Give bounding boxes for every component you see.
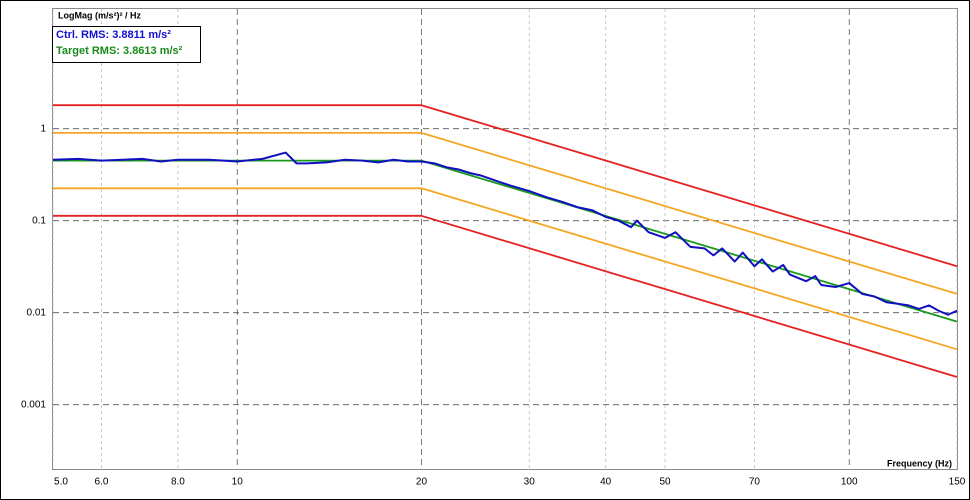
y-tick-label: 0.01 <box>27 307 47 318</box>
x-tick-label: 10 <box>232 477 244 488</box>
x-tick-label: 6.0 <box>95 477 109 488</box>
series-line <box>53 132 958 295</box>
plot-area <box>52 8 958 470</box>
lines <box>52 104 958 378</box>
legend-text: Target RMS: 3.8613 m/s² <box>56 45 183 57</box>
series-line <box>53 187 958 351</box>
x-tick-label: 20 <box>416 477 428 488</box>
x-tick-label: 5.0 <box>54 477 68 488</box>
legend-text: Ctrl. RMS: 3.8811 m/s² <box>56 29 171 41</box>
x-tick-label: 70 <box>749 477 761 488</box>
y-tick-label: 0.001 <box>21 399 46 410</box>
x-axis-label: Frequency (Hz) <box>887 458 952 468</box>
y-tick-label: 1 <box>40 123 46 134</box>
y-axis-label: LogMag (m/s²)² / Hz <box>58 10 141 20</box>
series-line <box>53 104 958 268</box>
series-line <box>53 214 958 378</box>
x-tick-label: 150 <box>949 477 966 488</box>
x-tick-label: 40 <box>600 477 612 488</box>
x-tick-label: 8.0 <box>171 477 185 488</box>
series-line <box>52 151 958 316</box>
x-tick-label: 30 <box>524 477 536 488</box>
legend-box <box>52 26 201 63</box>
x-tick-label: 50 <box>659 477 671 488</box>
y-tick-label: 0.1 <box>32 215 46 226</box>
grid <box>52 9 958 469</box>
x-tick-label: 100 <box>841 477 858 488</box>
